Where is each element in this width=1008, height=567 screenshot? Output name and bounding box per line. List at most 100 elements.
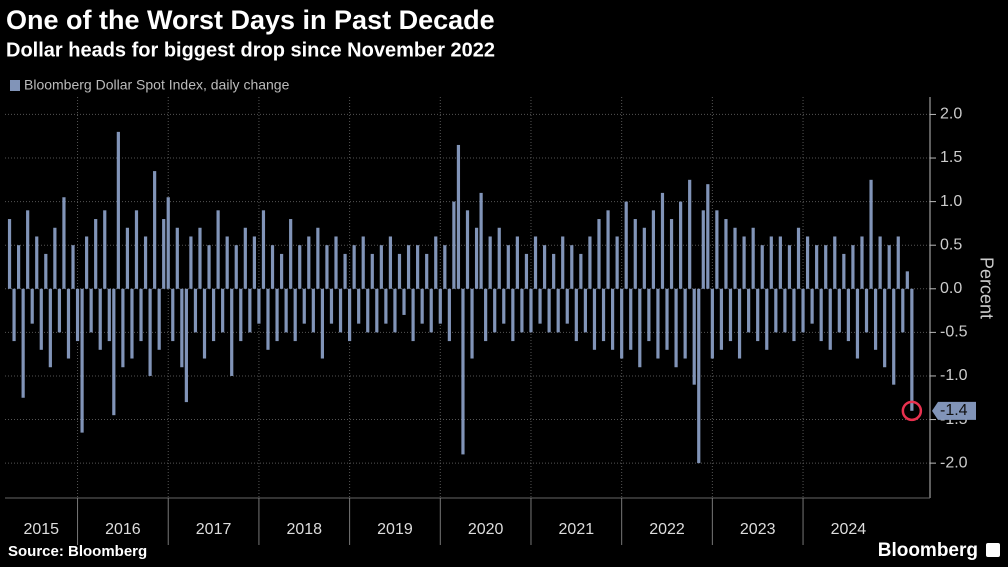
bar [94,219,98,289]
highlight-circle [901,400,923,422]
bar [39,288,43,350]
bar [660,192,665,289]
value-callout [932,401,976,420]
y-tick-label: 0.5 [940,236,962,253]
bar [796,227,801,289]
x-tick-label: 2024 [831,521,867,538]
bar [71,245,75,289]
bar [257,288,261,324]
bar [810,288,814,324]
y-tick-label: 0.0 [940,280,962,297]
bar [484,288,488,342]
bar [778,236,782,289]
bar [515,236,519,289]
bar [189,236,193,289]
bar [524,253,529,289]
x-tick-label: 2022 [649,521,685,538]
bar [556,288,560,333]
bar [366,288,370,333]
legend-label: Bloomberg Dollar Spot Index, daily chang… [24,77,290,93]
x-tick-label: 2015 [23,521,59,538]
bar [293,288,297,342]
bar [479,192,483,289]
bar [701,210,705,289]
bar [329,288,334,324]
bar [143,236,148,289]
bar [116,131,120,289]
bar [393,288,397,333]
y-tick-label: -0.5 [940,324,968,341]
bar [180,288,184,368]
bar [638,288,642,368]
chart-subtitle: Dollar heads for biggest drop since Nove… [6,39,495,61]
bar [193,288,198,333]
bar [298,245,302,289]
bar [651,210,656,289]
bar [878,236,882,289]
bar [574,288,578,342]
bar [429,288,433,333]
bar [737,288,742,359]
bar [815,245,819,289]
bar [26,210,30,289]
branding-icon [986,543,1000,557]
bar [270,245,275,289]
bar [751,227,755,289]
bar [837,288,841,333]
bar [447,288,451,342]
bar [406,245,411,289]
bar [506,245,510,289]
bar [352,245,356,289]
x-tick-label: 2018 [286,521,322,538]
bar [688,179,692,289]
branding: Bloomberg [878,540,978,561]
bar [302,288,306,324]
bar [724,219,728,289]
bar [202,288,207,359]
bar [425,253,429,289]
bar [855,288,860,359]
bar [325,245,329,289]
bar [98,288,102,350]
bar [420,288,424,324]
bar [851,245,855,289]
bar [538,288,542,324]
bar [520,288,524,333]
y-tick-label: -2.0 [940,454,968,471]
bar [542,245,547,289]
value-callout-label: -1.4 [940,402,968,419]
bar [225,236,229,289]
bar [85,236,89,289]
bar [842,253,846,289]
bar [769,236,773,289]
bar [216,210,220,289]
bar [438,288,442,324]
bar [665,288,669,350]
bar [48,288,52,368]
bar [7,219,12,289]
bar [461,288,465,455]
bar [103,210,107,289]
bar [279,253,284,289]
bar [66,288,71,359]
bar [697,288,701,464]
y-axis-label: Percent [976,257,996,319]
bar [610,288,615,350]
bar [348,288,352,342]
bar [89,288,93,333]
bar [706,184,710,289]
bar [284,288,288,333]
bar [905,271,909,289]
bar [910,288,914,411]
bar [139,288,143,342]
x-tick-label: 2019 [377,521,413,538]
x-tick-label: 2020 [468,521,504,538]
bar [828,288,832,350]
bar [819,288,823,342]
y-tick-label: 2.0 [940,106,962,123]
legend-swatch [10,80,20,91]
bar [334,236,338,289]
bar [774,288,778,333]
bar [266,288,270,350]
bar [715,210,719,289]
